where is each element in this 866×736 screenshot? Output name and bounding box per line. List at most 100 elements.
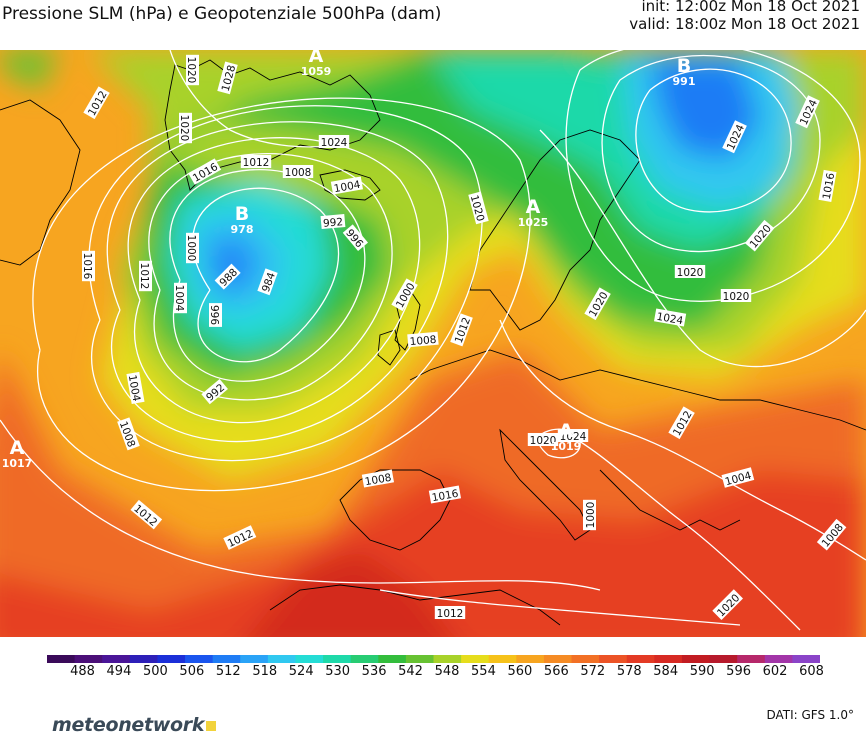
isobar-label: 1004 (173, 282, 187, 314)
svg-text:1020: 1020 (185, 57, 197, 84)
svg-text:1024: 1024 (560, 431, 587, 443)
svg-text:1004: 1004 (126, 374, 143, 403)
data-source: DATI: GFS 1.0° (766, 708, 854, 722)
color-scale-tick: 560 (507, 664, 533, 679)
svg-text:A: A (309, 50, 324, 67)
color-swatch (129, 655, 159, 663)
svg-text:1008: 1008 (364, 472, 392, 488)
svg-text:1016: 1016 (81, 253, 93, 280)
svg-text:1016: 1016 (821, 172, 838, 201)
color-swatch (571, 655, 600, 663)
color-scale-tick: 566 (543, 664, 569, 679)
color-swatch (488, 655, 517, 663)
color-scale-tick: 530 (325, 664, 351, 679)
color-swatch (323, 655, 352, 663)
color-scale-tick: 590 (689, 664, 715, 679)
svg-text:1017: 1017 (2, 457, 33, 470)
isobar-label: 1024 (653, 308, 687, 328)
svg-text:1012: 1012 (138, 263, 150, 290)
isobar-label: 1004 (126, 371, 145, 405)
isobar-label: 992 (320, 213, 346, 230)
isobar-label: 1024 (318, 135, 350, 149)
svg-text:1025: 1025 (518, 216, 549, 229)
svg-text:1024: 1024 (656, 311, 685, 328)
isobar-label: 1004 (330, 176, 364, 195)
color-swatch (599, 655, 628, 663)
color-scale-tick: 518 (252, 664, 278, 679)
isobar-label: 1020 (178, 112, 192, 144)
color-scale-tick: 506 (179, 664, 205, 679)
svg-text:1012: 1012 (437, 608, 464, 620)
color-swatch (433, 655, 462, 663)
svg-text:B: B (235, 203, 249, 225)
svg-text:A: A (526, 196, 541, 218)
isobar-label: 1008 (361, 469, 395, 488)
color-swatch (350, 655, 379, 663)
color-scale-tick: 542 (398, 664, 423, 679)
color-scale-tick: 554 (471, 664, 496, 679)
color-scale-tick: 578 (616, 664, 642, 679)
color-swatch (47, 655, 76, 663)
isobar-label: 1008 (282, 165, 314, 179)
svg-text:991: 991 (673, 75, 696, 88)
color-scale-tick: 602 (762, 664, 788, 679)
svg-text:1016: 1016 (431, 488, 460, 505)
color-swatch (185, 655, 214, 663)
isobar-label: 1024 (557, 429, 589, 443)
color-scale-tick: 608 (799, 664, 824, 679)
svg-text:1008: 1008 (409, 334, 437, 348)
color-swatch (267, 655, 297, 663)
color-swatch (626, 655, 655, 663)
isobar-label: 1020 (527, 433, 559, 447)
color-swatch (543, 655, 573, 663)
color-scale-ticks: 488 494 500 506 512 518 524 530 536 542 548 554 560 5… (47, 664, 824, 684)
svg-text:978: 978 (231, 223, 254, 236)
color-swatch (212, 655, 241, 663)
color-scale-tick: 494 (106, 664, 132, 679)
isobar-label: 1008 (407, 331, 439, 348)
isobar-label: 1012 (240, 155, 272, 169)
svg-text:1024: 1024 (321, 137, 348, 149)
color-scale-tick: 488 (70, 664, 95, 679)
svg-text:A: A (559, 420, 574, 442)
color-swatch (240, 655, 269, 663)
color-scale-tick: 548 (434, 664, 460, 679)
color-scale-tick: 500 (142, 664, 168, 679)
svg-text:1020: 1020 (178, 115, 190, 142)
svg-text:1008: 1008 (285, 167, 312, 179)
isobar-label: 1016 (818, 169, 838, 203)
svg-text:1019: 1019 (551, 440, 582, 453)
color-swatch (654, 655, 683, 663)
color-scale-tick: 524 (288, 664, 314, 679)
isobar-label: 1020 (720, 289, 752, 303)
isobar-label: 1020 (185, 54, 199, 86)
color-swatch (516, 655, 545, 663)
color-scale-tick: 512 (215, 664, 241, 679)
coastlines (0, 59, 866, 626)
color-swatch (405, 655, 435, 663)
color-swatch (709, 655, 738, 663)
color-swatch (792, 655, 820, 663)
svg-text:1000: 1000 (585, 502, 597, 529)
color-scale-tick: 536 (361, 664, 387, 679)
svg-text:B: B (677, 55, 691, 77)
color-scale-bar (47, 655, 820, 663)
valid-time: valid: 18:00z Mon 18 Oct 2021 (629, 15, 860, 33)
isobar-label: 1016 (81, 250, 95, 282)
svg-text:1020: 1020 (677, 267, 704, 279)
svg-text:1020: 1020 (530, 435, 557, 447)
svg-text:1012: 1012 (243, 157, 270, 169)
isobar-label: 1020 (674, 265, 706, 279)
svg-text:992: 992 (323, 216, 344, 230)
isobars (0, 50, 866, 631)
isobar-label: 1000 (185, 232, 199, 264)
color-swatch (157, 655, 186, 663)
svg-text:1004: 1004 (173, 285, 185, 312)
isobar-label: 1016 (428, 485, 462, 505)
